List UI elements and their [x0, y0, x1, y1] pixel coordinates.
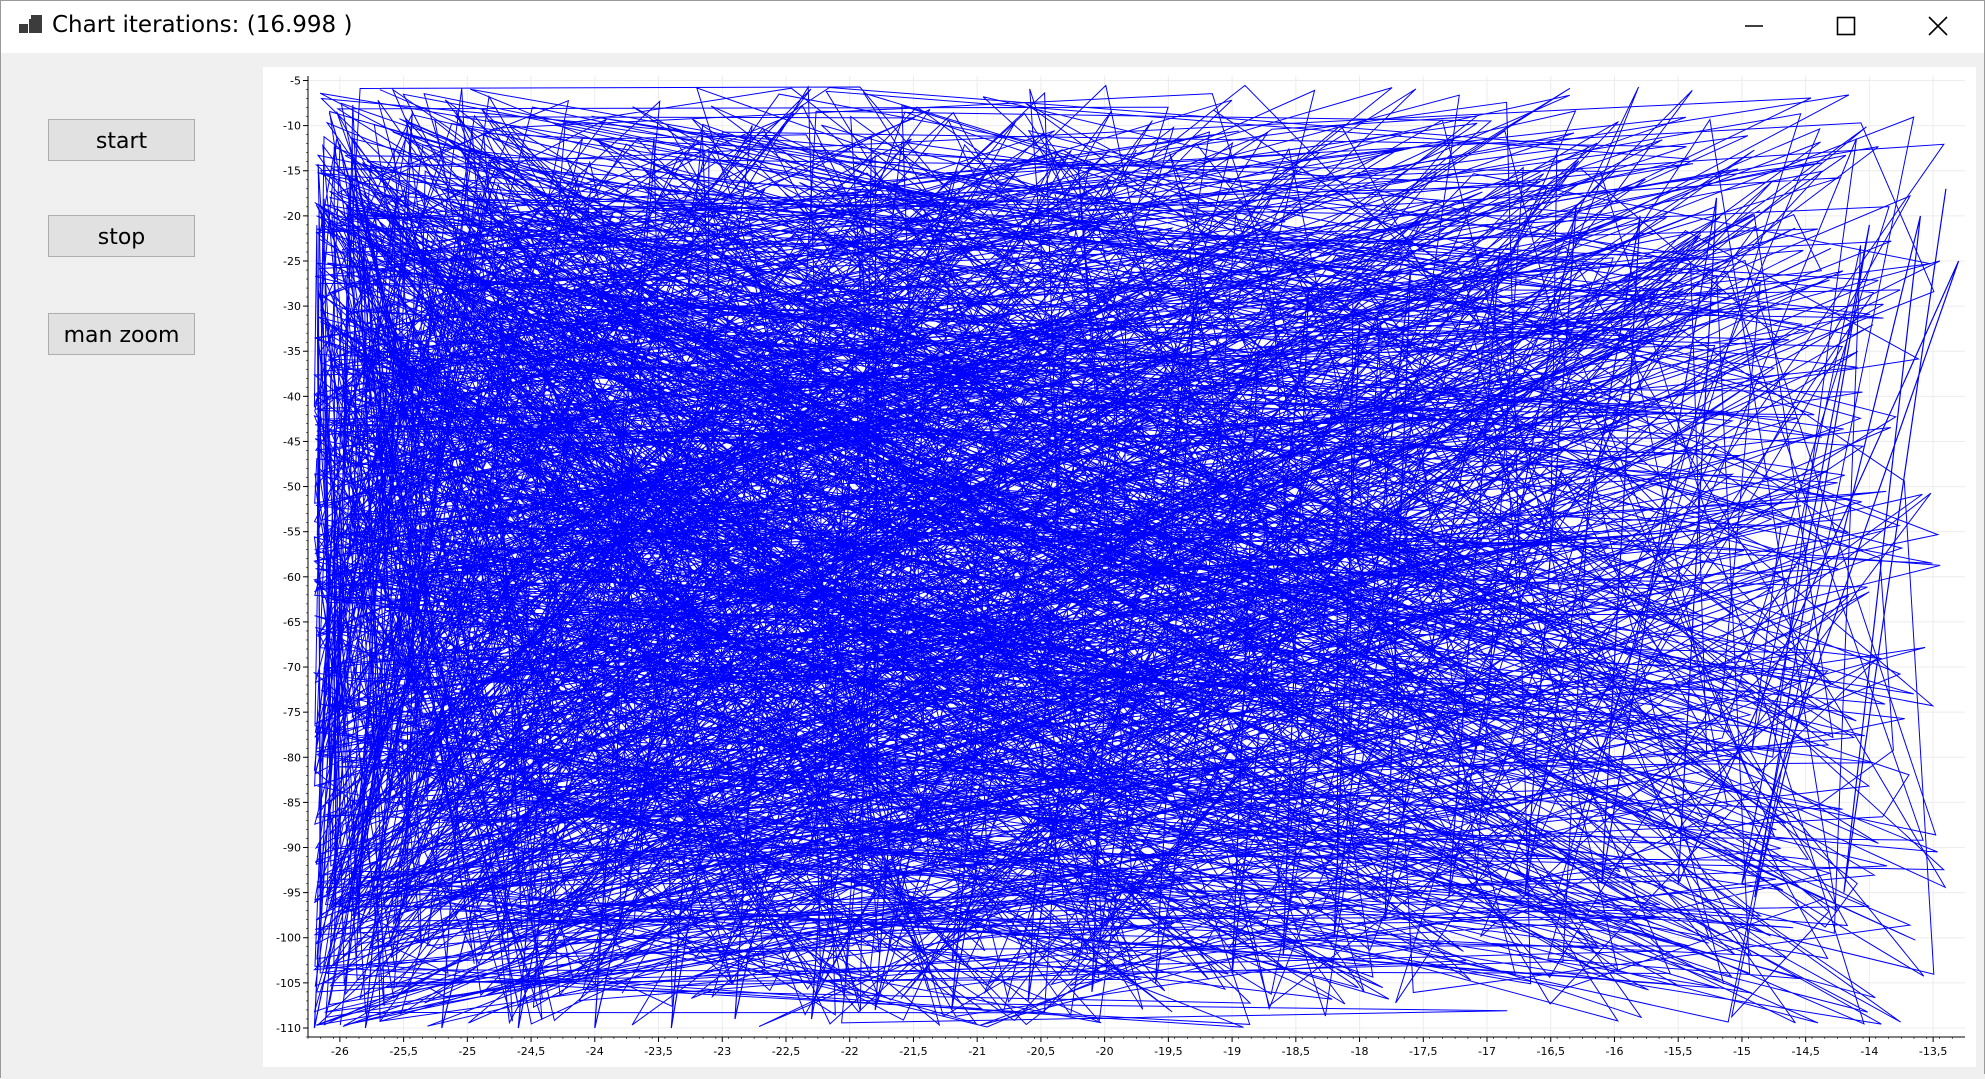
y-tick-label: -75 [283, 706, 301, 719]
x-tick-label: -22 [841, 1045, 859, 1058]
series-segment [313, 86, 1941, 1024]
x-tick-label: -18,5 [1282, 1045, 1310, 1058]
x-tick-label: -15,5 [1664, 1045, 1692, 1058]
y-tick-label: -85 [283, 796, 301, 809]
x-axis-ticks: -26 -25,5 -25 -24,5 -24 -23,5 -23 -22,5 -22 -21,5… [307, 1037, 1953, 1058]
close-icon [1928, 16, 1948, 36]
close-button[interactable] [1892, 1, 1984, 51]
x-tick-label: -17 [1478, 1045, 1496, 1058]
y-tick-label: -70 [283, 661, 301, 674]
x-tick-label: -23 [713, 1045, 731, 1058]
series-segment [313, 87, 1888, 1027]
x-tick-label: -18 [1351, 1045, 1369, 1058]
y-tick-label: -45 [283, 435, 301, 448]
x-tick-label: -23,5 [644, 1045, 672, 1058]
y-tick-label: -90 [283, 842, 301, 855]
start-button[interactable]: start [48, 119, 195, 161]
y-tick-label: -110 [276, 1022, 301, 1035]
x-tick-label: -21 [968, 1045, 986, 1058]
y-tick-label: -60 [283, 571, 301, 584]
y-tick-label: -5 [290, 75, 301, 88]
x-tick-label: -16 [1605, 1045, 1623, 1058]
y-tick-label: -10 [283, 120, 301, 133]
y-axis-ticks: -5 -10 -15 -20 -25 -30 -35 -40 -45 -50 -55 -60 -65 -7… [276, 75, 308, 1038]
title-bar[interactable]: Chart iterations: (16.998 ) [1, 1, 1984, 53]
stop-button[interactable]: stop [48, 215, 195, 257]
x-tick-label: -15 [1733, 1045, 1751, 1058]
y-tick-label: -95 [283, 887, 301, 900]
chart-series-layer [312, 84, 1960, 1029]
x-tick-label: -24,5 [517, 1045, 545, 1058]
app-window-icon [19, 15, 42, 33]
y-tick-label: -80 [283, 751, 301, 764]
series-segment [312, 84, 1912, 1026]
x-tick-label: -19 [1223, 1045, 1241, 1058]
x-tick-label: -20 [1096, 1045, 1114, 1058]
x-tick-label: -16,5 [1537, 1045, 1565, 1058]
x-tick-label: -14 [1860, 1045, 1878, 1058]
series-segment [314, 86, 1941, 1026]
x-tick-label: -25 [458, 1045, 476, 1058]
window-bottom-edge [1, 1074, 1985, 1079]
x-tick-label: -21,5 [899, 1045, 927, 1058]
x-tick-label: -26 [331, 1045, 349, 1058]
x-tick-label: -14,5 [1791, 1045, 1819, 1058]
y-tick-label: -25 [283, 255, 301, 268]
y-tick-label: -65 [283, 616, 301, 629]
x-tick-label: -20,5 [1027, 1045, 1055, 1058]
chart-area[interactable]: -26 -25,5 -25 -24,5 -24 -23,5 -23 -22,5 -22 -21,5… [263, 67, 1976, 1067]
y-tick-label: -15 [283, 165, 301, 178]
x-tick-label: -25,5 [389, 1045, 417, 1058]
minimize-button[interactable] [1708, 1, 1800, 51]
x-tick-label: -19,5 [1154, 1045, 1182, 1058]
y-tick-label: -30 [283, 300, 301, 313]
y-tick-label: -35 [283, 345, 301, 358]
x-tick-label: -13,5 [1919, 1045, 1947, 1058]
maximize-icon [1836, 16, 1856, 36]
man-zoom-button[interactable]: man zoom [48, 313, 195, 355]
x-tick-label: -22,5 [772, 1045, 800, 1058]
chart[interactable]: -26 -25,5 -25 -24,5 -24 -23,5 -23 -22,5 -22 -21,5… [263, 67, 1976, 1067]
series-segment [313, 84, 1945, 1026]
y-tick-label: -20 [283, 210, 301, 223]
maximize-button[interactable] [1800, 1, 1892, 51]
y-tick-label: -40 [283, 390, 301, 403]
x-tick-label: -24 [586, 1045, 604, 1058]
y-tick-label: -55 [283, 526, 301, 539]
minimize-icon [1745, 25, 1763, 27]
y-tick-label: -105 [276, 977, 301, 990]
x-tick-label: -17,5 [1409, 1045, 1437, 1058]
window-title: Chart iterations: (16.998 ) [52, 12, 353, 38]
y-tick-label: -100 [276, 932, 301, 945]
y-tick-label: -50 [283, 481, 301, 494]
